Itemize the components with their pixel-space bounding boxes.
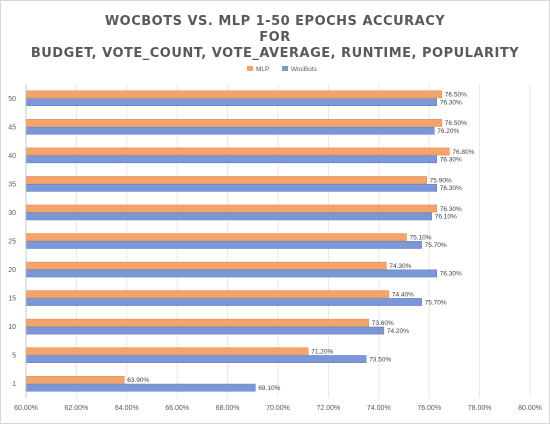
x-tick-label: 70.00% [266, 405, 290, 412]
bar-wocbots [25, 355, 367, 363]
x-tick-label: 74.00% [367, 405, 391, 412]
x-tick-label: 68.00% [216, 405, 240, 412]
data-label-wocbots: 74.20% [387, 328, 409, 335]
bar-wocbots [25, 269, 438, 278]
data-label-mlp: 75.10% [410, 234, 432, 241]
bar-mlp [25, 290, 390, 299]
legend-label-mlp: MLP [256, 66, 269, 73]
y-tick-label: 20 [8, 267, 16, 274]
bar-mlp [25, 347, 309, 356]
x-tick-label: 72.00% [317, 405, 341, 412]
bar-wocbots [25, 212, 432, 221]
x-tick-label: 80.00% [518, 405, 542, 412]
y-tick-label: 30 [8, 210, 16, 217]
y-tick-label: 25 [8, 239, 16, 246]
bar-mlp [25, 375, 125, 384]
data-label-mlp: 73.60% [372, 320, 394, 327]
data-label-wocbots: 76.30% [440, 271, 462, 278]
data-label-mlp: 76.50% [445, 120, 467, 127]
data-label-wocbots: 69.10% [258, 385, 280, 392]
data-label-wocbots: 75.70% [425, 299, 447, 306]
x-tick-label: 60.00% [14, 405, 38, 412]
chart-title-line-3: BUDGET, VOTE_COUNT, VOTE_AVERAGE, RUNTIM… [30, 46, 520, 61]
chart-title-line-2: FOR [259, 30, 291, 45]
y-tick-label: 10 [8, 324, 16, 331]
y-tick-label: 50 [8, 96, 16, 103]
bar-mlp [25, 261, 387, 270]
y-tick-label: 45 [8, 124, 16, 131]
bar-wocbots [25, 383, 256, 392]
bar-mlp [25, 147, 450, 156]
data-label-wocbots: 76.20% [437, 128, 459, 135]
y-tick-label: 15 [8, 296, 16, 303]
data-label-mlp: 74.30% [389, 263, 411, 270]
x-tick-label: 62.00% [65, 405, 89, 412]
bar-mlp [25, 119, 443, 127]
data-label-wocbots: 76.10% [435, 214, 457, 221]
bar-mlp [25, 90, 443, 99]
data-label-wocbots: 75.70% [425, 242, 447, 249]
bar-wocbots [25, 98, 438, 107]
data-label-mlp: 76.80% [452, 149, 474, 156]
x-tick-label: 66.00% [165, 405, 189, 412]
data-label-mlp: 63.90% [127, 377, 149, 384]
data-label-wocbots: 76.30% [440, 99, 462, 106]
legend-label-wocbots: WocBots [291, 66, 318, 73]
y-tick-label: 35 [8, 181, 16, 188]
bar-mlp [25, 318, 369, 327]
bar-mlp [25, 176, 427, 184]
data-label-wocbots: 76.30% [440, 157, 462, 164]
x-tick-label: 78.00% [468, 405, 492, 412]
x-tick-label: 64.00% [115, 405, 139, 412]
bar-wocbots [25, 126, 435, 135]
data-label-wocbots: 73.50% [369, 356, 391, 363]
bar-wocbots [25, 241, 422, 249]
legend-swatch-mlp [247, 66, 253, 71]
y-tick-label: 1 [12, 381, 16, 388]
data-label-mlp: 76.50% [445, 92, 467, 99]
data-label-wocbots: 76.30% [440, 185, 462, 192]
x-tick-label: 76.00% [417, 405, 441, 412]
bar-wocbots [25, 183, 438, 192]
y-tick-label: 40 [8, 153, 16, 160]
bar-wocbots [25, 298, 422, 306]
data-label-mlp: 71.20% [311, 349, 333, 356]
bar-wocbots [25, 155, 438, 164]
data-label-mlp: 74.40% [392, 291, 414, 298]
chart-title-line-1: WOCBOTS VS. MLP 1-50 EPOCHS ACCURACY [104, 14, 446, 29]
bar-mlp [25, 204, 438, 213]
legend-swatch-wocbots [282, 66, 288, 71]
bar-wocbots [25, 326, 385, 335]
bar-mlp [25, 233, 407, 241]
data-label-mlp: 75.90% [430, 177, 452, 184]
data-label-mlp: 76.30% [440, 206, 462, 213]
y-tick-label: 5 [12, 353, 16, 360]
